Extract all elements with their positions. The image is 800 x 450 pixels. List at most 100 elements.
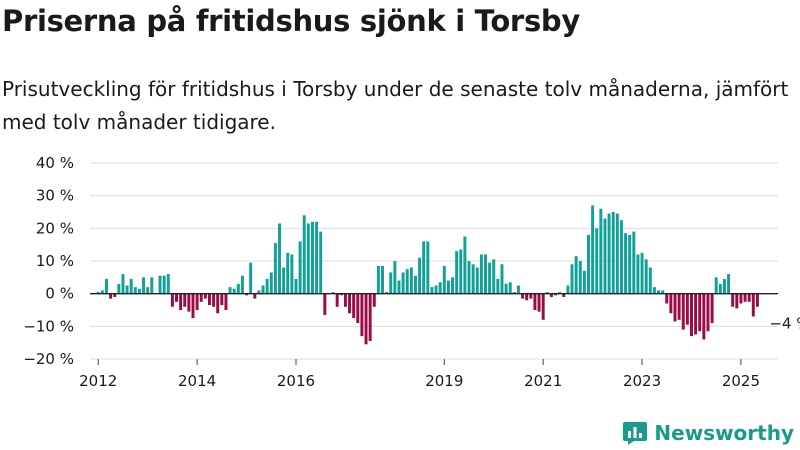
bar: [129, 278, 133, 294]
bar: [533, 293, 537, 310]
bar: [471, 264, 475, 294]
bar: [389, 272, 393, 294]
bar: [203, 293, 207, 299]
bar: [319, 231, 323, 294]
bar: [442, 265, 446, 294]
bar: [438, 282, 442, 294]
newsworthy-logo-icon: [623, 422, 648, 445]
bar: [698, 293, 702, 332]
bar: [578, 261, 582, 294]
bar: [368, 293, 372, 342]
bar: [636, 254, 640, 294]
bar: [484, 254, 487, 294]
bar: [731, 293, 735, 307]
bar: [743, 293, 747, 302]
bar: [418, 257, 422, 294]
bar: [446, 280, 450, 294]
bar: [253, 293, 257, 299]
bar: [240, 275, 244, 294]
bar: [463, 236, 467, 294]
x-tick-label: 2021: [524, 372, 562, 390]
bar: [335, 293, 339, 307]
bar: [187, 293, 191, 312]
bar: [278, 223, 281, 294]
bar: [331, 292, 335, 294]
x-tick-label: 2012: [79, 372, 117, 390]
bar: [257, 290, 261, 294]
bar: [657, 290, 661, 294]
bar: [747, 293, 751, 302]
bar: [195, 293, 199, 310]
brand-name: Newsworthy: [654, 421, 794, 445]
bar: [236, 283, 240, 294]
bar: [113, 293, 117, 297]
bar: [479, 254, 483, 294]
bar: [619, 220, 623, 294]
bar: [566, 285, 570, 294]
bar: [100, 290, 104, 294]
bar: [265, 278, 269, 294]
bar: [500, 264, 504, 294]
bar: [310, 221, 314, 294]
bar: [405, 269, 409, 294]
bar: [727, 274, 731, 294]
bar: [352, 293, 356, 319]
bar: [554, 293, 558, 296]
bar: [137, 288, 141, 294]
bar: [718, 283, 722, 294]
bar: [430, 287, 434, 294]
bar: [665, 293, 669, 304]
bar: [397, 280, 401, 294]
bar: [323, 293, 327, 315]
bar: [685, 293, 689, 325]
bar: [348, 293, 352, 314]
bar: [121, 274, 125, 294]
bar: [512, 292, 516, 294]
bar: [467, 261, 471, 294]
bar: [282, 267, 286, 294]
bar: [587, 234, 590, 294]
bar: [364, 293, 368, 345]
x-axis: 2012 2014 2016 2019 2021 2023 2025: [79, 359, 760, 390]
y-axis-labels: 40 % 30 % 20 % 10 % 0 % −10 % −20 %: [23, 154, 74, 368]
bar: [690, 293, 693, 337]
bar: [648, 267, 652, 294]
bar: [117, 283, 121, 294]
bar: [199, 293, 203, 302]
bar: [302, 215, 306, 294]
bar: [133, 287, 137, 294]
x-tick-label: 2014: [178, 372, 216, 390]
bar: [245, 293, 249, 296]
bar: [541, 293, 545, 320]
bar: [599, 208, 603, 294]
bar: [595, 228, 599, 294]
bar: [381, 265, 384, 294]
bar: [537, 293, 541, 312]
bar: [607, 213, 611, 294]
bar: [166, 274, 170, 294]
bar: [356, 293, 360, 324]
bar: [574, 256, 578, 294]
bar: [624, 233, 628, 294]
bar: [640, 252, 644, 294]
bar: [549, 293, 553, 297]
x-tick-label: 2023: [623, 372, 661, 390]
bar: [249, 262, 253, 294]
bar: [183, 293, 187, 307]
bar: [632, 231, 636, 294]
bar: [170, 293, 174, 307]
y-tick-label: −10 %: [23, 317, 74, 335]
bar: [191, 293, 195, 319]
bar: [306, 223, 310, 294]
bar: [125, 285, 129, 294]
bar: [558, 292, 562, 294]
bar: [521, 293, 525, 299]
bar: [228, 287, 232, 294]
latest-value-annotation: −4 %: [769, 315, 800, 333]
bar: [702, 293, 706, 340]
bar: [570, 264, 574, 294]
brand-logo: Newsworthy: [622, 420, 794, 446]
bar: [179, 293, 183, 310]
bar: [714, 277, 718, 294]
